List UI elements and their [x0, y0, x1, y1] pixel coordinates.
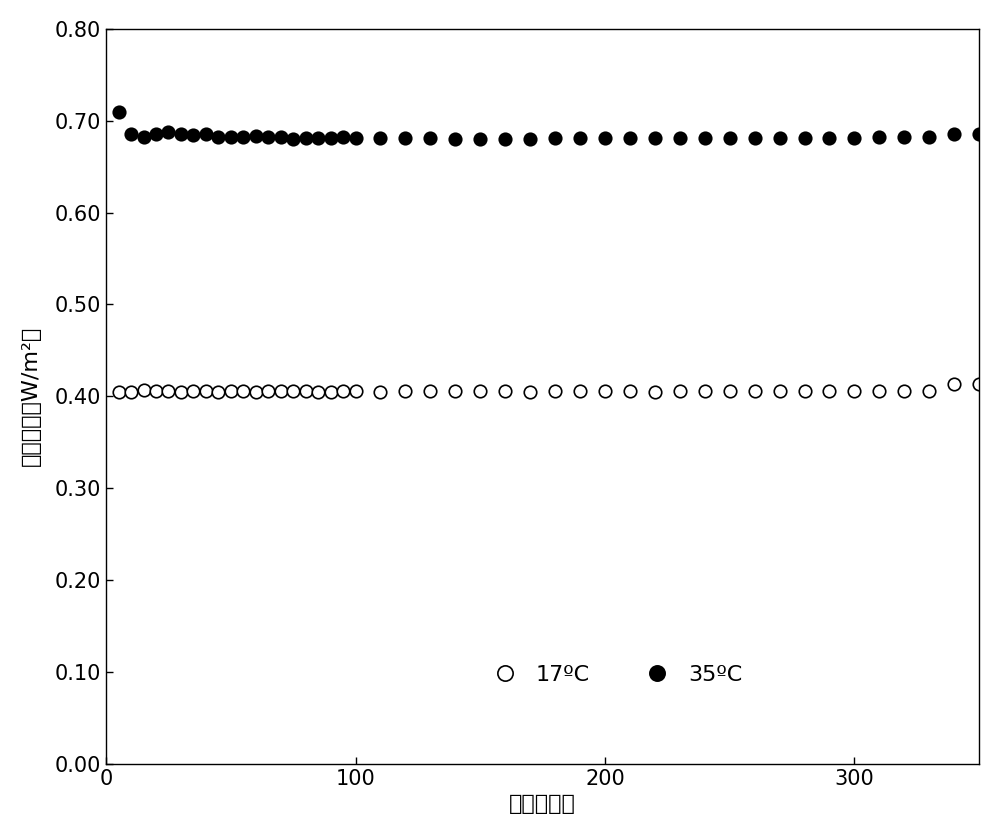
X-axis label: 时间（秒）: 时间（秒） [509, 794, 576, 814]
Y-axis label: 功率密度（W/m²）: 功率密度（W/m²） [21, 326, 41, 467]
Legend: 17ºC, 35ºC: 17ºC, 35ºC [474, 656, 751, 694]
